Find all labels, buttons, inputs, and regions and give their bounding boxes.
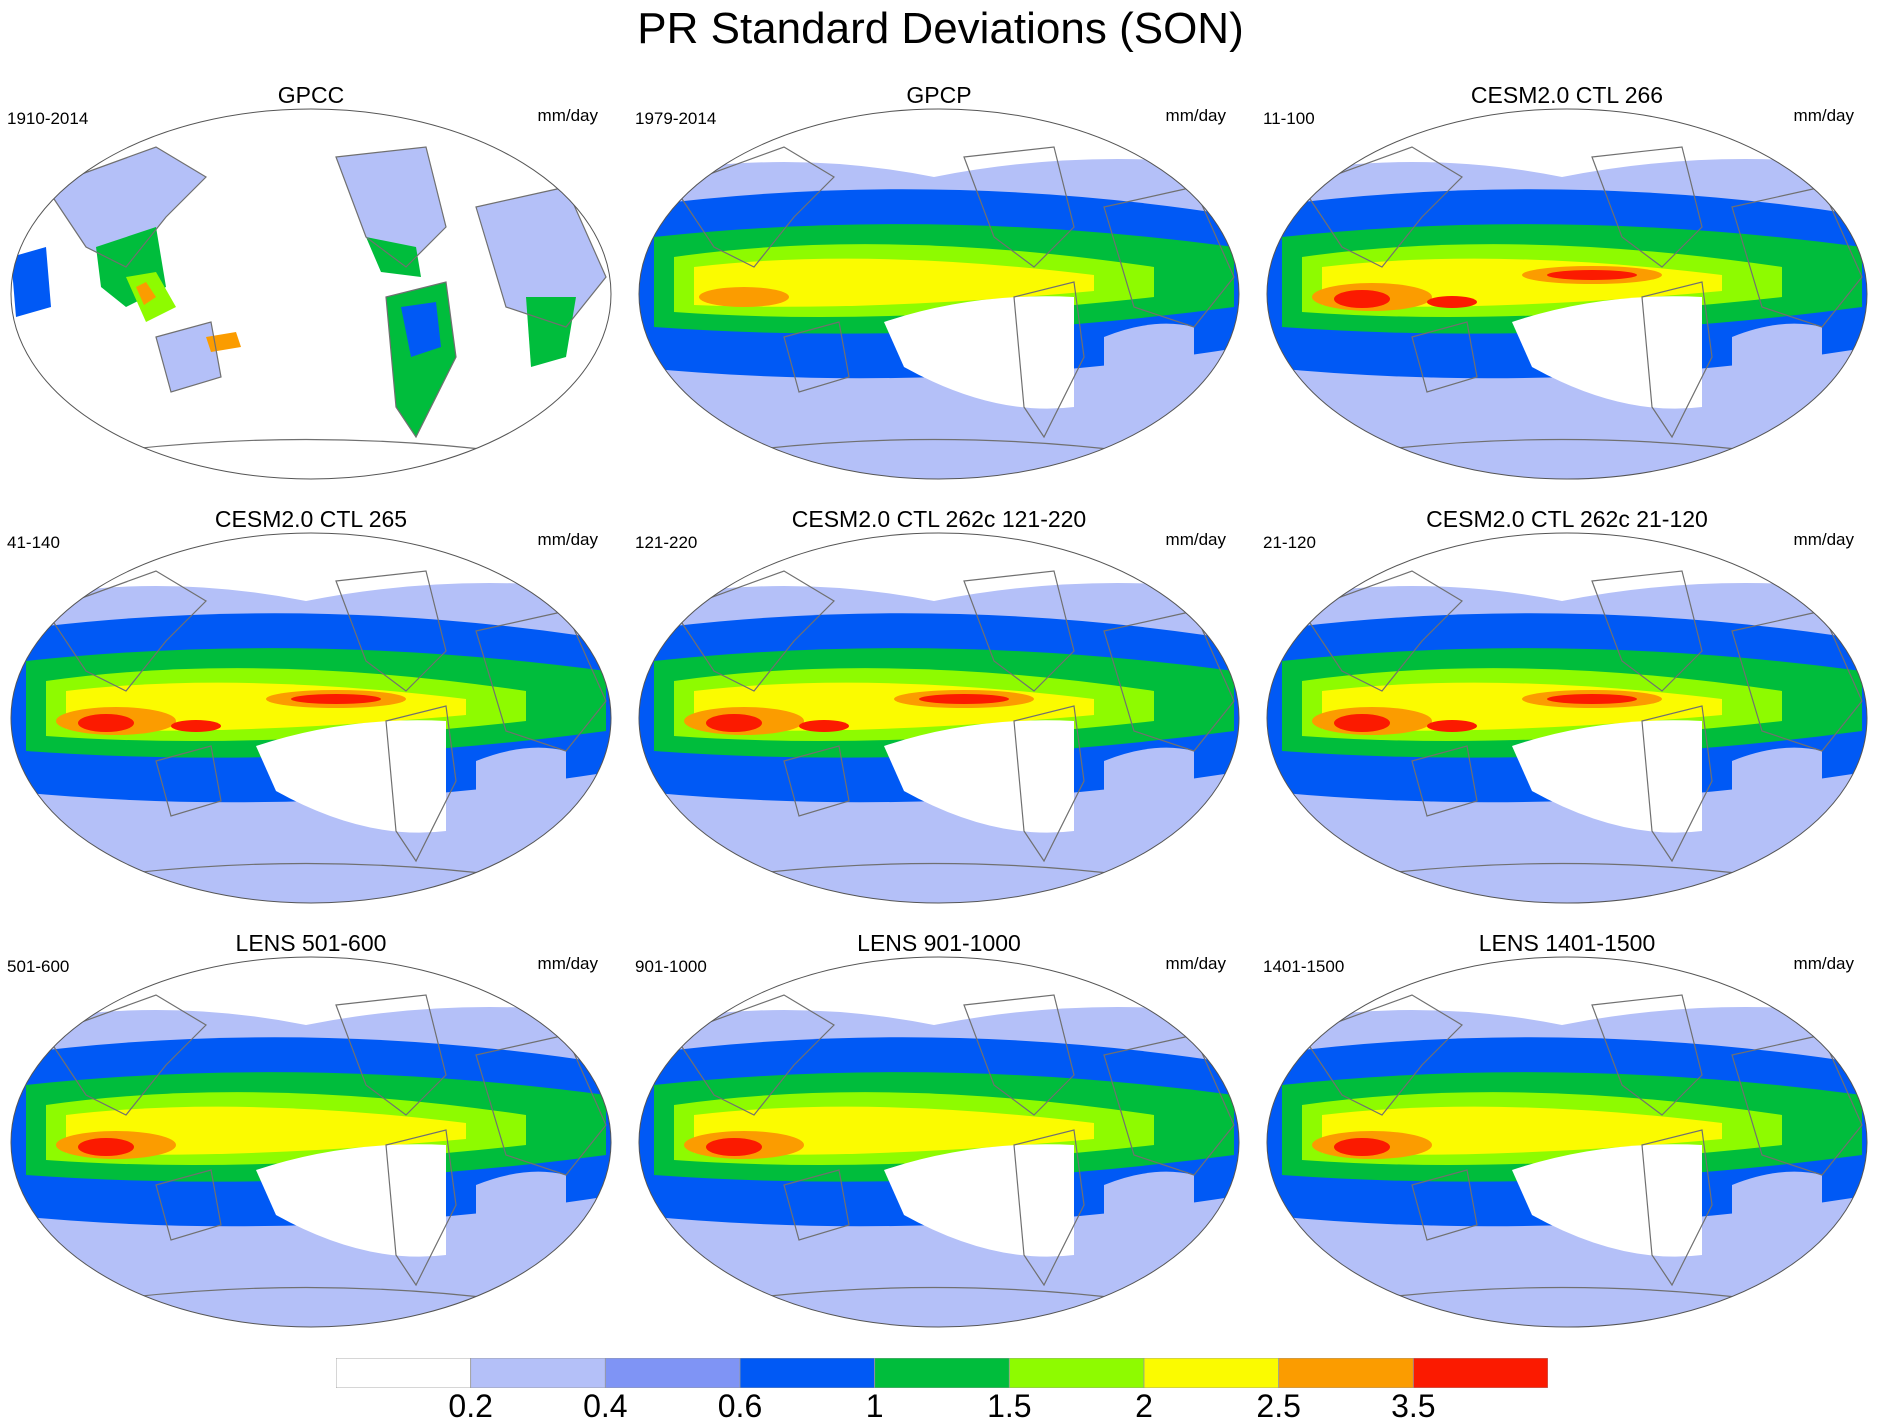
colorbar-tick-label: 2 <box>1135 1388 1153 1424</box>
map-plot <box>10 532 612 904</box>
colorbar-swatch <box>335 1357 472 1389</box>
coastline-outlines <box>673 994 1235 1301</box>
map-panel: CESM2.0 CTL 262c 21-120 21-120 mm/day <box>1262 506 1872 906</box>
map-panel: CESM2.0 CTL 265 41-140 mm/day <box>6 506 616 906</box>
map-plot <box>1266 532 1868 904</box>
panel-units: mm/day <box>537 106 598 125</box>
map-border <box>10 108 612 480</box>
colorbar-tick-label: 0.6 <box>717 1388 763 1424</box>
panel-years: 501-600 <box>7 957 70 976</box>
coastline-outlines <box>1301 994 1863 1301</box>
map-panel: LENS 901-1000 901-1000 mm/day <box>634 930 1244 1330</box>
map-border <box>10 956 612 1328</box>
colorbar-tick-label: 1.5 <box>987 1388 1032 1424</box>
colorbar-swatch <box>604 1357 741 1389</box>
colorbar-swatches <box>335 1357 1549 1389</box>
precip-field <box>1267 109 1867 479</box>
map-panel: GPCP 1979-2014 mm/day <box>634 82 1244 482</box>
panel-years: 901-1000 <box>635 957 707 976</box>
panel-units: mm/day <box>1793 530 1854 549</box>
map-plot <box>10 956 612 1328</box>
colorbar-swatch <box>739 1357 876 1389</box>
panel-title: CESM2.0 CTL 266 <box>1470 82 1664 108</box>
map-plot <box>1266 956 1868 1328</box>
panel-title: CESM2.0 CTL 265 <box>214 506 408 532</box>
panel-units: mm/day <box>537 530 598 549</box>
map-border <box>1266 956 1868 1328</box>
map-plot <box>638 532 1240 904</box>
precip-field <box>639 109 1239 479</box>
panel-units: mm/day <box>1793 954 1854 973</box>
panel-years: 41-140 <box>7 533 60 552</box>
panel-years: 121-220 <box>635 533 698 552</box>
colorbar-tick-label: 2.5 <box>1256 1388 1301 1424</box>
map-plot <box>638 108 1240 480</box>
panel-title: LENS 501-600 <box>235 930 387 956</box>
map-panel: GPCC 1910-2014 mm/day <box>6 82 616 482</box>
panel-title: GPCC <box>277 82 345 108</box>
panel-units: mm/day <box>1793 106 1854 125</box>
map-border <box>1266 108 1868 480</box>
coastline-outlines <box>673 146 1235 453</box>
coastline-outlines <box>1301 146 1863 453</box>
precip-field <box>11 533 611 903</box>
map-border <box>638 108 1240 480</box>
panel-title: GPCP <box>906 82 972 108</box>
panel-units: mm/day <box>1165 106 1226 125</box>
panel-units: mm/day <box>537 954 598 973</box>
colorbar-tick-label: 1 <box>865 1388 884 1424</box>
map-plot <box>10 108 612 480</box>
colorbar-swatch <box>1143 1357 1280 1389</box>
coastline-outlines <box>45 570 607 877</box>
map-panel: CESM2.0 CTL 266 11-100 mm/day <box>1262 82 1872 482</box>
precip-field <box>1267 957 1867 1327</box>
map-panel: LENS 501-600 501-600 mm/day <box>6 930 616 1330</box>
panel-units: mm/day <box>1165 954 1226 973</box>
coastline-outlines <box>45 146 607 453</box>
panel-years: 1401-1500 <box>1263 957 1345 976</box>
colorbar-tick-label: 3.5 <box>1391 1388 1436 1424</box>
colorbar-swatch <box>470 1357 606 1389</box>
coastline-outlines <box>673 570 1235 877</box>
colorbar-swatch <box>874 1357 1010 1389</box>
map-plot <box>1266 108 1868 480</box>
map-border <box>1266 532 1868 904</box>
map-panel: CESM2.0 CTL 262c 121-220 121-220 mm/day <box>634 506 1244 906</box>
colorbar-swatch <box>1412 1357 1549 1389</box>
map-border <box>638 532 1240 904</box>
panel-title: CESM2.0 CTL 262c 121-220 <box>791 506 1087 532</box>
panel-title: LENS 1401-1500 <box>1478 930 1656 956</box>
precip-field <box>639 533 1239 903</box>
coastline-outlines <box>1301 570 1863 877</box>
map-plot <box>638 956 1240 1328</box>
colorbar-swatch <box>1278 1357 1414 1389</box>
map-border <box>10 532 612 904</box>
panel-years: 1910-2014 <box>7 109 89 128</box>
panel-title: LENS 901-1000 <box>857 930 1021 956</box>
colorbar-swatch <box>1008 1357 1145 1389</box>
panel-title: CESM2.0 CTL 262c 21-120 <box>1426 506 1708 532</box>
map-border <box>638 956 1240 1328</box>
panel-years: 1979-2014 <box>635 109 717 128</box>
precip-field <box>11 109 611 479</box>
colorbar-tick-label: 0.2 <box>448 1388 493 1424</box>
precip-field <box>11 957 611 1327</box>
precip-field <box>1267 533 1867 903</box>
panel-years: 11-100 <box>1263 109 1315 128</box>
panel-units: mm/day <box>1165 530 1226 549</box>
precip-field <box>639 957 1239 1327</box>
figure-title: PR Standard Deviations (SON) <box>637 4 1244 53</box>
coastline-outlines <box>45 994 607 1301</box>
panel-years: 21-120 <box>1263 533 1316 552</box>
map-panel: LENS 1401-1500 1401-1500 mm/day <box>1262 930 1872 1330</box>
colorbar: 0.2 0.4 0.6 1 1.5 2 2.5 3.5 <box>335 1357 1549 1428</box>
colorbar-tick-label: 0.4 <box>583 1388 628 1424</box>
